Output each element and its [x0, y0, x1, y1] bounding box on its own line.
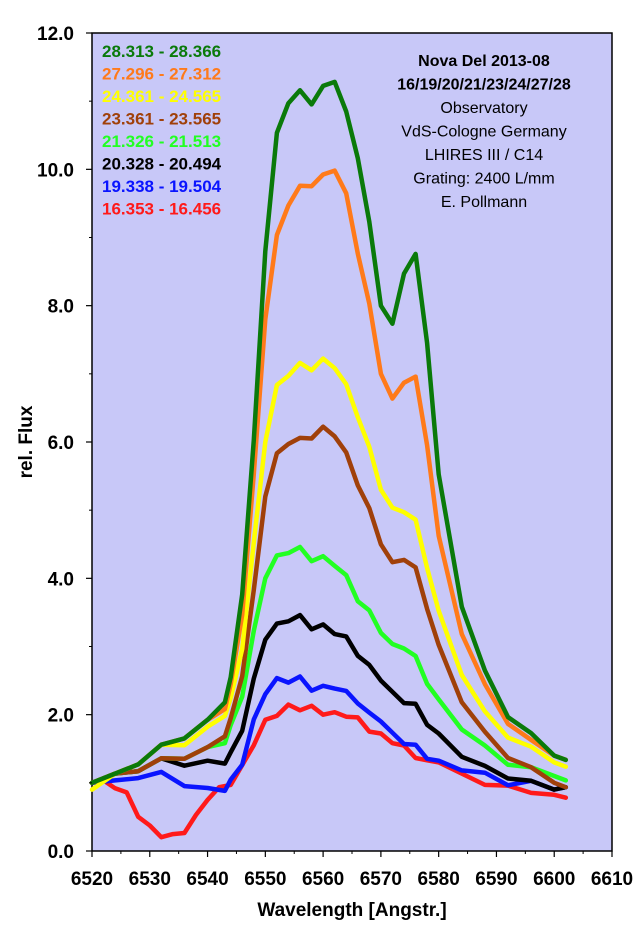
- series-line-3: [89, 424, 569, 790]
- legend-entry-6: 19.338 - 19.504: [102, 177, 222, 196]
- y-tick-label-3: 6.0: [48, 433, 74, 454]
- series-line-0: [89, 79, 569, 786]
- y-tick-label-0: 0.0: [48, 842, 74, 863]
- y-tick-label-2: 4.0: [48, 569, 74, 590]
- x-axis-title: Wavelength [Angstr.]: [257, 900, 446, 921]
- x-tick-label-2: 6540: [186, 869, 228, 890]
- axes-layer: 6520 6530 6540 6550 6560 6570 6580 6590 6600 6610…: [37, 24, 633, 890]
- legend-entry-0: 28.313 - 28.366: [102, 42, 221, 61]
- info-line-1: 16/19/20/21/23/24/27/28: [397, 77, 571, 94]
- x-tick-label-7: 6590: [475, 869, 517, 890]
- legend-entry-1: 27.296 - 27.312: [102, 65, 221, 84]
- info-line-4: LHIRES III / C14: [425, 147, 543, 164]
- x-tick-label-6: 6580: [418, 869, 460, 890]
- series-line-5: [89, 612, 569, 792]
- info-line-2: Observatory: [440, 100, 527, 117]
- x-tick-label-8: 6600: [533, 869, 575, 890]
- legend-entry-4: 21.326 - 21.513: [102, 132, 221, 151]
- y-tick-label-1: 2.0: [48, 706, 74, 727]
- legend-entry-7: 16.353 - 16.456: [102, 200, 221, 219]
- series-line-2: [89, 356, 569, 792]
- legend: 28.313 - 28.366 27.296 - 27.312 24.361 - 2…: [102, 42, 222, 219]
- series-line-6: [89, 674, 569, 794]
- info-line-5: Grating: 2400 L/mm: [413, 171, 554, 188]
- series-layer: [89, 79, 569, 840]
- info-line-6: E. Pollmann: [441, 194, 527, 211]
- x-tick-label-3: 6550: [244, 869, 286, 890]
- legend-entry-5: 20.328 - 20.494: [102, 155, 222, 174]
- info-annotation: Nova Del 2013-08 16/19/20/21/23/24/27/28 O…: [397, 53, 571, 211]
- plot-area: [91, 32, 613, 852]
- x-tick-label-5: 6570: [360, 869, 402, 890]
- y-tick-label-4: 8.0: [48, 297, 74, 318]
- x-tick-label-0: 6520: [71, 869, 113, 890]
- y-axis-title: rel. Flux: [16, 405, 37, 478]
- y-tick-label-5: 10.0: [37, 160, 74, 181]
- legend-entry-3: 23.361 - 23.565: [102, 110, 221, 129]
- info-line-0: Nova Del 2013-08: [418, 53, 550, 70]
- x-tick-label-1: 6530: [129, 869, 171, 890]
- x-tick-label-9: 6610: [591, 869, 633, 890]
- x-tick-label-4: 6560: [302, 869, 344, 890]
- y-tick-label-6: 12.0: [37, 24, 74, 45]
- legend-entry-2: 24.361 - 24.565: [102, 87, 221, 106]
- info-line-3: VdS-Cologne Germany: [401, 124, 566, 141]
